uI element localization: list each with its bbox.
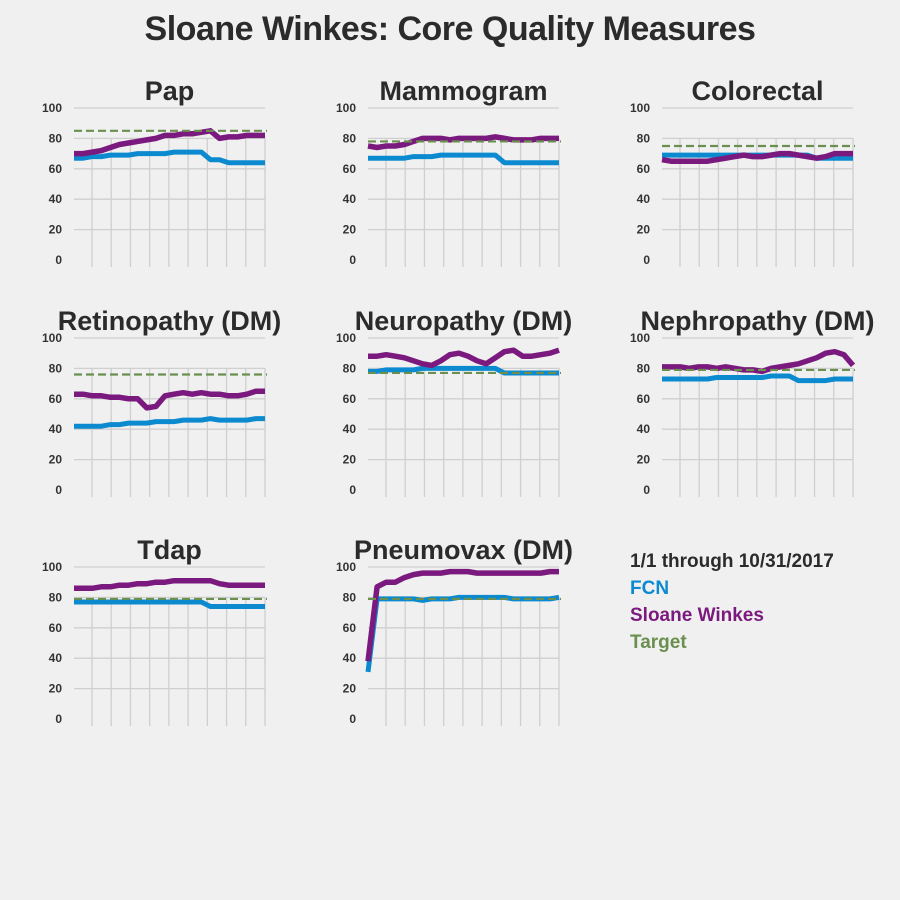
y-tick-label: 40 [49, 192, 63, 206]
y-tick-label: 60 [49, 162, 63, 176]
series-line-fcn [662, 373, 853, 384]
grid [368, 337, 560, 497]
y-tick-label: 0 [349, 253, 356, 267]
series-line-fcn [368, 152, 559, 166]
y-tick-label: 20 [343, 223, 357, 237]
y-tick-label: 40 [343, 422, 357, 436]
grid [74, 566, 266, 726]
y-tick-label: 0 [55, 483, 62, 497]
y-tick-label: 100 [42, 331, 62, 345]
y-tick-label: 20 [343, 453, 357, 467]
y-tick-label: 100 [630, 331, 650, 345]
y-tick-label: 60 [343, 621, 357, 635]
y-tick-label: 40 [637, 422, 651, 436]
chart-tdap: 0 20 40 60 80 100 Tdap [42, 535, 267, 726]
chart-title: Colorectal [691, 76, 823, 106]
y-tick-label: 20 [637, 223, 651, 237]
series-line-sloane-winkes [367, 134, 559, 151]
y-tick-label: 20 [49, 453, 63, 467]
legend-item-sloane-winkes: Sloane Winkes [630, 605, 764, 626]
series-line-sloane-winkes [74, 388, 265, 411]
chart-title: Nephropathy (DM) [641, 306, 875, 336]
y-tick-label: 0 [643, 483, 650, 497]
y-tick-label: 0 [55, 712, 62, 726]
legend-period: 1/1 through 10/31/2017 [630, 551, 834, 572]
chart-title: Tdap [137, 535, 202, 565]
y-tick-label: 100 [42, 101, 62, 115]
y-tick-label: 80 [343, 131, 357, 145]
y-tick-label: 100 [336, 560, 356, 574]
grid [368, 107, 560, 267]
y-tick-label: 0 [349, 712, 356, 726]
chart-mammogram: 0 20 40 60 80 100 Mammogram [336, 76, 561, 267]
y-tick-label: 60 [637, 392, 651, 406]
y-tick-label: 80 [49, 131, 63, 145]
y-tick-label: 60 [343, 392, 357, 406]
grid [662, 337, 854, 497]
y-tick-label: 0 [349, 483, 356, 497]
y-tick-label: 20 [49, 682, 63, 696]
legend-item-target: Target [630, 632, 687, 653]
legend-item-fcn: FCN [630, 578, 670, 599]
series-line-sloane-winkes [661, 150, 853, 164]
y-tick-label: 60 [637, 162, 651, 176]
y-tick-label: 40 [343, 192, 357, 206]
y-tick-label: 20 [637, 453, 651, 467]
chart-title: Mammogram [379, 76, 547, 106]
chart-colorectal: 0 20 40 60 80 100 Colorectal [630, 76, 855, 267]
y-tick-label: 80 [343, 590, 357, 604]
grid [662, 107, 854, 267]
y-tick-label: 80 [49, 361, 63, 375]
page-title: Sloane Winkes: Core Quality Measures [144, 10, 756, 48]
y-tick-label: 80 [637, 361, 651, 375]
series-line-sloane-winkes [365, 568, 559, 662]
y-tick-label: 40 [343, 651, 357, 665]
y-tick-label: 20 [343, 682, 357, 696]
y-tick-label: 0 [643, 253, 650, 267]
y-tick-label: 80 [637, 131, 651, 145]
chart-title: Pap [145, 76, 195, 106]
chart-pap: 0 20 40 60 80 100 Pap [42, 76, 267, 267]
y-tick-label: 60 [343, 162, 357, 176]
y-tick-label: 60 [49, 392, 63, 406]
series-line-sloane-winkes [368, 347, 560, 369]
y-tick-label: 100 [336, 331, 356, 345]
series-line-fcn [74, 416, 265, 429]
series-line-fcn [74, 599, 265, 609]
y-tick-label: 20 [49, 223, 63, 237]
y-tick-label: 0 [55, 253, 62, 267]
y-tick-label: 40 [637, 192, 651, 206]
series-line-sloane-winkes [74, 128, 265, 157]
y-tick-label: 40 [49, 651, 63, 665]
y-tick-label: 40 [49, 422, 63, 436]
legend: 1/1 through 10/31/2017 FCN Sloane Winkes… [630, 548, 834, 656]
y-tick-label: 80 [49, 590, 63, 604]
grid [368, 566, 560, 726]
chart-title: Pneumovax (DM) [354, 535, 573, 565]
chart-title: Retinopathy (DM) [58, 306, 281, 336]
y-tick-label: 100 [42, 560, 62, 574]
y-tick-label: 80 [343, 361, 357, 375]
grid [74, 337, 266, 497]
series-line-sloane-winkes [74, 577, 265, 592]
y-tick-label: 100 [630, 101, 650, 115]
y-tick-label: 60 [49, 621, 63, 635]
series-line-fcn [74, 149, 265, 166]
series-line-sloane-winkes [662, 348, 856, 375]
y-tick-label: 100 [336, 101, 356, 115]
chart-title: Neuropathy (DM) [355, 306, 573, 336]
